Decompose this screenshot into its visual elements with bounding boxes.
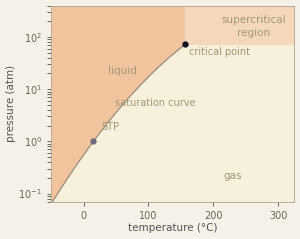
Polygon shape [185,5,294,44]
Text: liquid: liquid [108,66,137,76]
Text: STP: STP [101,122,119,132]
Text: supercritical
region: supercritical region [221,15,286,38]
Y-axis label: pressure (atm): pressure (atm) [6,65,16,142]
Text: critical point: critical point [189,47,250,57]
X-axis label: temperature (°C): temperature (°C) [128,223,218,234]
Text: gas: gas [224,171,242,181]
Polygon shape [51,5,185,202]
Text: saturation curve: saturation curve [115,98,195,108]
